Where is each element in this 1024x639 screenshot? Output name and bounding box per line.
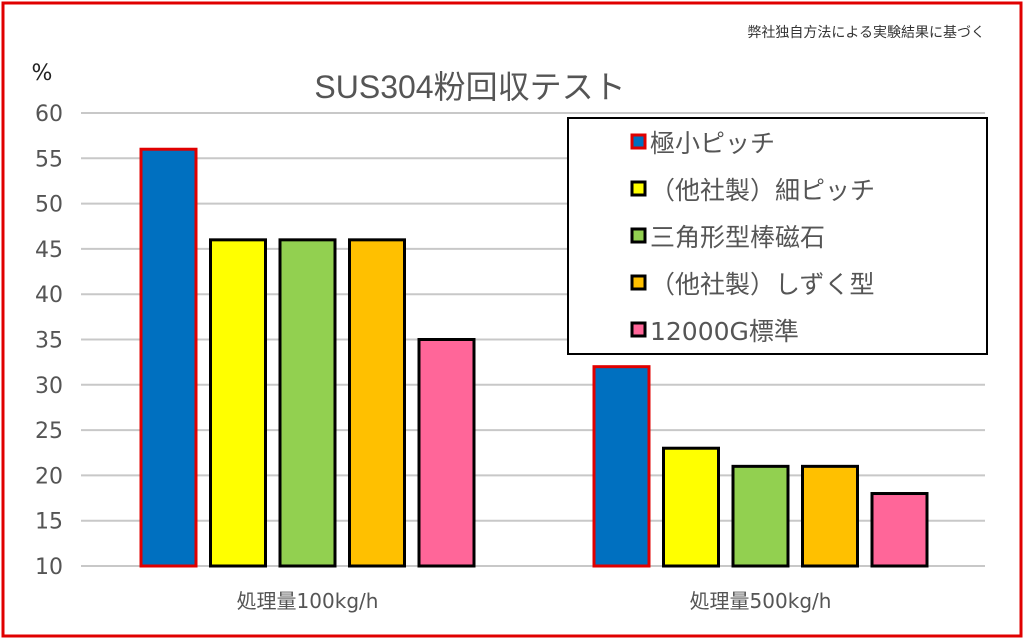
x-category-label: 処理量100kg/h bbox=[237, 589, 379, 613]
legend-label: 12000G標準 bbox=[650, 317, 799, 346]
y-axis-unit: % bbox=[32, 61, 53, 86]
legend-swatch bbox=[630, 321, 647, 338]
legend-label: 極小ピッチ bbox=[650, 129, 775, 158]
bar bbox=[278, 238, 337, 568]
y-tick-label: 40 bbox=[35, 283, 63, 308]
bar bbox=[417, 338, 476, 568]
legend-swatch bbox=[630, 274, 647, 291]
y-tick-label: 30 bbox=[35, 374, 63, 399]
legend-swatch bbox=[630, 227, 647, 244]
y-tick-label: 20 bbox=[35, 464, 63, 489]
bar bbox=[801, 464, 859, 568]
bar bbox=[209, 238, 267, 568]
legend-label: （他社製）しずく型 bbox=[650, 270, 875, 299]
legend-swatch bbox=[630, 180, 647, 197]
bar bbox=[870, 492, 929, 568]
legend-swatch bbox=[630, 133, 647, 150]
bar bbox=[731, 464, 790, 568]
y-tick-label: 15 bbox=[35, 510, 63, 535]
y-tick-label: 10 bbox=[35, 555, 63, 580]
y-tick-label: 55 bbox=[35, 147, 63, 172]
y-tick-label: 25 bbox=[35, 419, 63, 444]
legend-label: （他社製）細ピッチ bbox=[650, 176, 875, 205]
y-tick-label: 50 bbox=[35, 193, 63, 218]
y-tick-label: 35 bbox=[35, 329, 63, 354]
bar bbox=[348, 238, 406, 568]
note-text: 弊社独自方法による実験結果に基づく bbox=[747, 24, 985, 41]
bar bbox=[662, 446, 720, 568]
legend-label: 三角形型棒磁石 bbox=[650, 223, 825, 252]
x-category-label: 処理量500kg/h bbox=[690, 589, 832, 613]
bar bbox=[139, 147, 198, 568]
bar bbox=[592, 365, 651, 568]
chart-title: SUS304粉回収テスト bbox=[314, 69, 625, 105]
y-tick-label: 60 bbox=[35, 102, 63, 127]
y-tick-label: 45 bbox=[35, 238, 63, 263]
